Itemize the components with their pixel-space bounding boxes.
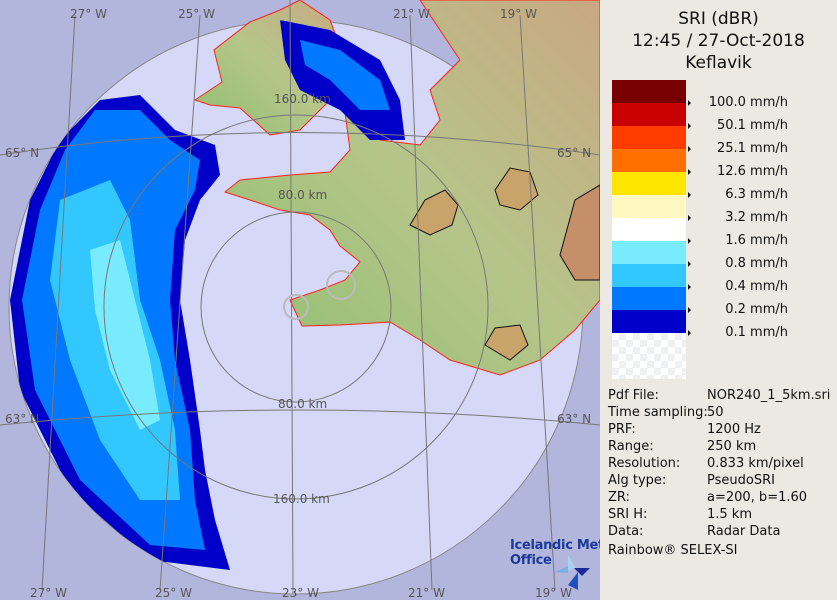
info-row: Range: 250 km: [608, 438, 830, 455]
info-value: a=200, b=1.60: [707, 490, 808, 505]
info-row: Pdf File: NOR240_1_5km.sri: [608, 387, 830, 404]
legend-tick: [688, 330, 691, 336]
legend-nodata-swatch: [612, 333, 686, 379]
legend-label: 25.1 mm/h: [716, 141, 788, 156]
legend-tick: [688, 192, 691, 198]
legend-tick: [688, 261, 691, 267]
lat-label: 63° N: [5, 412, 39, 426]
lon-label: 21° W: [393, 7, 430, 21]
lon-label: 19° W: [535, 586, 572, 600]
legend-label: 12.6 mm/h: [716, 164, 788, 179]
legend-label: 50.1 mm/h: [716, 118, 788, 133]
legend-label: 0.8 mm/h: [725, 256, 788, 271]
lon-label: 21° W: [408, 586, 445, 600]
info-key: PRF:: [608, 422, 636, 437]
info-key: SRI H:: [608, 507, 648, 522]
legend-tick: [688, 215, 691, 221]
legend-swatch: [612, 80, 686, 103]
range-ring-label: 80.0 km: [278, 397, 327, 411]
legend-swatch: [612, 287, 686, 310]
credit: Rainbow® SELEX-SI: [608, 543, 738, 558]
info-key: Range:: [608, 439, 654, 454]
legend-swatch: [612, 126, 686, 149]
legend-swatch: [612, 310, 686, 333]
logo-line: Office: [510, 553, 552, 568]
logo-line: Icelandic Met: [510, 538, 604, 553]
legend-tick: [688, 146, 691, 152]
radar-site: Keflavik: [685, 53, 752, 73]
legend-swatch: [612, 218, 686, 241]
lon-label: 27° W: [30, 586, 67, 600]
lat-label: 63° N: [557, 412, 591, 426]
imo-logo: Icelandic Met Office: [510, 538, 604, 568]
map-labels: 27° W 25° W 21° W 19° W 27° W 25° W 23° …: [5, 7, 591, 600]
legend-swatch: [612, 172, 686, 195]
info-key: Pdf File:: [608, 388, 659, 403]
info-value: 1.5 km: [707, 507, 752, 522]
legend-tick: [688, 100, 691, 106]
info-row: SRI H: 1.5 km: [608, 506, 830, 523]
lon-label: 25° W: [155, 586, 192, 600]
legend-label: 0.1 mm/h: [725, 325, 788, 340]
legend-label: 6.3 mm/h: [725, 187, 788, 202]
info-key: Data:: [608, 524, 644, 539]
legend-label: 0.2 mm/h: [725, 302, 788, 317]
legend-label: 3.2 mm/h: [725, 210, 788, 225]
info-value: 1200 Hz: [707, 422, 761, 437]
info-row: Data: Radar Data: [608, 523, 830, 540]
info-panel: SRI (dBR) 12:45 / 27-Oct-2018 Keflavik 1…: [600, 0, 837, 600]
radar-map[interactable]: 27° W 25° W 21° W 19° W 27° W 25° W 23° …: [0, 0, 600, 600]
imo-logo-icon: [555, 555, 590, 590]
legend-tick: [688, 307, 691, 313]
lon-label: 25° W: [178, 7, 215, 21]
legend-label: 100.0 mm/h: [708, 95, 788, 110]
info-row: PRF: 1200 Hz: [608, 421, 830, 438]
legend-tick: [688, 123, 691, 129]
product-info: Pdf File: NOR240_1_5km.sri Time sampling: 5…: [608, 387, 830, 559]
info-value: 50: [707, 405, 724, 420]
info-row: ZR: a=200, b=1.60: [608, 489, 830, 506]
legend-tick: [688, 169, 691, 175]
info-key: Alg type:: [608, 473, 667, 488]
lon-label: 19° W: [500, 7, 537, 21]
radar-echoes: [10, 20, 405, 570]
legend-swatch: [612, 149, 686, 172]
legend-swatch: [612, 103, 686, 126]
info-value: Radar Data: [707, 524, 781, 539]
legend-tick: [688, 284, 691, 290]
info-value: 0.833 km/pixel: [707, 456, 804, 471]
range-ring-label: 160.0 km: [273, 492, 330, 506]
lat-label: 65° N: [5, 146, 39, 160]
product-title: SRI (dBR): [678, 9, 759, 29]
info-value: PseudoSRI: [707, 473, 775, 488]
lat-label: 65° N: [557, 146, 591, 160]
range-ring-label: 80.0 km: [278, 188, 327, 202]
legend-tick: [688, 238, 691, 244]
legend-swatch: [612, 241, 686, 264]
lon-label: 23° W: [282, 586, 319, 600]
legend-label: 0.4 mm/h: [725, 279, 788, 294]
graticule: [0, 0, 600, 591]
legend-swatch: [612, 264, 686, 287]
info-key: Time sampling:: [608, 405, 708, 420]
info-row: Alg type: PseudoSRI: [608, 472, 830, 489]
info-key: ZR:: [608, 490, 630, 505]
legend-label: 1.6 mm/h: [725, 233, 788, 248]
info-value: 250 km: [707, 439, 757, 454]
range-ring-label: 160.0 km: [274, 92, 331, 106]
info-value: NOR240_1_5km.sri: [707, 388, 831, 403]
info-row: Time sampling: 50: [608, 404, 830, 421]
product-datetime: 12:45 / 27-Oct-2018: [632, 31, 805, 51]
info-row: Resolution: 0.833 km/pixel: [608, 455, 830, 472]
info-key: Resolution:: [608, 456, 681, 471]
lon-label: 27° W: [70, 7, 107, 21]
legend-swatch: [612, 195, 686, 218]
